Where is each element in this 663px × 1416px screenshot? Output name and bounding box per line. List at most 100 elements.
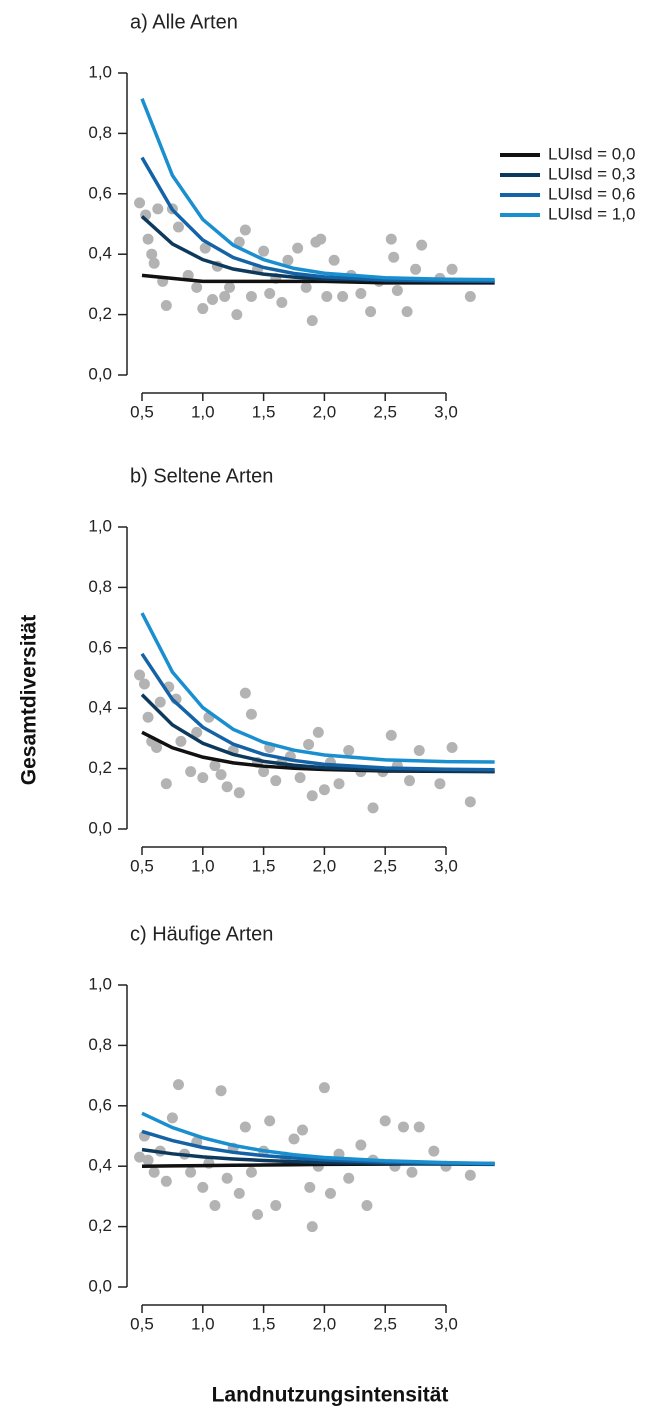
data-point <box>219 290 231 302</box>
data-point <box>300 281 312 293</box>
y-axis-title: Gesamtdiversität <box>18 615 41 785</box>
y-tick-label: 0,2 <box>88 758 112 777</box>
legend-label: LUIsd = 0,0 <box>548 144 635 163</box>
y-tick-label: 1,0 <box>88 974 112 993</box>
data-point <box>146 248 158 260</box>
y-tick-label: 0,6 <box>88 1095 112 1114</box>
data-point <box>197 772 209 784</box>
data-point <box>406 1166 418 1178</box>
panel-title: b) Seltene Arten <box>130 465 273 487</box>
data-point <box>446 741 458 753</box>
data-point <box>134 669 146 681</box>
x-tick-label: 1,0 <box>191 1314 215 1333</box>
x-tick-label: 2,5 <box>373 856 397 875</box>
data-point <box>410 263 422 275</box>
y-tick-label: 0,4 <box>88 244 112 263</box>
data-point <box>215 769 227 781</box>
data-point <box>464 1169 476 1181</box>
data-point <box>355 1139 367 1151</box>
data-point <box>264 1115 276 1127</box>
y-tick-label: 0,6 <box>88 637 112 656</box>
data-point <box>239 1121 251 1133</box>
y-tick-label: 0,0 <box>88 818 112 837</box>
data-point <box>385 233 397 245</box>
data-point <box>343 1172 355 1184</box>
data-point <box>379 1115 391 1127</box>
panel-title: c) Häufige Arten <box>130 923 273 945</box>
data-point <box>142 1154 154 1166</box>
data-point <box>391 284 403 296</box>
data-point <box>239 224 251 236</box>
data-point <box>365 306 377 318</box>
y-tick-label: 0,8 <box>88 123 112 142</box>
data-point <box>464 290 476 302</box>
data-point <box>401 306 413 318</box>
data-point <box>304 1181 316 1193</box>
data-point <box>355 287 367 299</box>
data-point <box>172 221 184 233</box>
data-point <box>175 735 187 747</box>
data-point <box>166 1112 178 1124</box>
data-point <box>337 290 349 302</box>
data-point <box>343 744 355 756</box>
data-point <box>160 1175 172 1187</box>
fit-line <box>141 273 495 285</box>
y-tick-label: 0,0 <box>88 364 112 383</box>
data-point <box>385 729 397 741</box>
data-point <box>138 678 150 690</box>
data-point <box>215 1085 227 1097</box>
y-tick-label: 0,6 <box>88 183 112 202</box>
data-point <box>270 775 282 787</box>
data-point <box>233 787 245 799</box>
x-tick-label: 3,0 <box>434 856 458 875</box>
data-point <box>306 315 318 327</box>
data-point <box>152 203 164 215</box>
data-point <box>245 1166 257 1178</box>
data-point <box>428 1145 440 1157</box>
data-point <box>446 263 458 275</box>
y-tick-label: 0,4 <box>88 698 112 717</box>
data-point <box>282 254 294 266</box>
fit-line <box>140 156 495 283</box>
data-point <box>413 744 425 756</box>
data-point <box>361 1199 373 1211</box>
data-point <box>333 778 345 790</box>
y-tick-label: 0,8 <box>88 577 112 596</box>
data-point <box>221 781 233 793</box>
x-tick-label: 2,0 <box>313 856 337 875</box>
y-tick-label: 0,0 <box>88 1276 112 1295</box>
data-point <box>160 778 172 790</box>
data-point <box>258 245 270 257</box>
data-point <box>191 726 203 738</box>
data-point <box>270 1199 282 1211</box>
legend-label: LUIsd = 1,0 <box>548 204 635 223</box>
y-tick-label: 1,0 <box>88 516 112 535</box>
data-point <box>160 300 172 312</box>
data-point <box>413 1121 425 1133</box>
data-point <box>231 309 243 321</box>
data-point <box>397 1121 409 1133</box>
fit-line <box>141 1111 495 1166</box>
data-point <box>207 294 219 305</box>
data-point <box>185 1166 197 1178</box>
data-point <box>306 790 318 802</box>
data-point <box>318 1082 330 1094</box>
data-point <box>264 287 276 299</box>
x-tick-label: 2,5 <box>373 1314 397 1333</box>
data-point <box>303 738 315 750</box>
data-point <box>191 281 203 293</box>
x-tick-label: 1,5 <box>252 402 276 421</box>
x-axis-title: Landnutzungsintensität <box>212 1384 449 1407</box>
fit-line <box>140 612 495 764</box>
x-tick-label: 1,0 <box>191 402 215 421</box>
data-point <box>239 687 251 699</box>
data-point <box>199 242 211 254</box>
data-point <box>292 242 304 254</box>
data-point <box>416 239 428 251</box>
y-tick-label: 0,2 <box>88 304 112 323</box>
data-point <box>464 796 476 808</box>
data-point <box>288 1133 300 1145</box>
y-tick-label: 0,8 <box>88 1035 112 1054</box>
data-point <box>142 711 154 723</box>
